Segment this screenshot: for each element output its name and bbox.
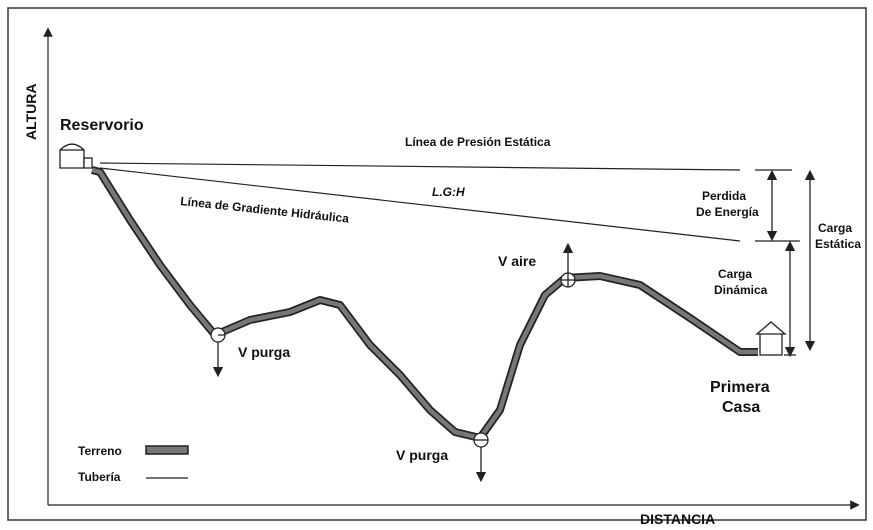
frame xyxy=(7,7,867,521)
legend-label: Tubería xyxy=(78,470,121,484)
x-axis-label: DISTANCIA xyxy=(640,511,715,527)
dimension-lines xyxy=(755,169,816,358)
gradient-line xyxy=(99,167,741,242)
terrain xyxy=(91,167,758,441)
legend-label: Terreno xyxy=(78,444,122,458)
purge-valve-label: V purga xyxy=(238,344,290,360)
valves xyxy=(210,242,576,483)
dynamic-head-label: Carga Dinámica xyxy=(714,267,768,297)
y-axis-label: ALTURA xyxy=(23,83,39,140)
lgh-label: L.G:H xyxy=(432,185,465,199)
legend-swatch xyxy=(145,445,189,455)
house-label: Primera Casa xyxy=(710,379,770,416)
reservoir-icon xyxy=(59,143,93,169)
static-head-label: Carga Estática xyxy=(815,221,861,251)
air-valve-label: V aire xyxy=(498,253,536,269)
static-line xyxy=(99,162,741,171)
static-line-label: Línea de Presión Estática xyxy=(405,135,551,149)
house-icon xyxy=(755,321,787,356)
energy-loss-label: Perdida De Energía xyxy=(696,189,759,219)
purge-valve-label: V purga xyxy=(396,447,448,463)
gradient-line-label: Línea de Gradiente Hidráulica xyxy=(180,194,350,226)
reservoir-label: Reservorio xyxy=(60,117,144,134)
